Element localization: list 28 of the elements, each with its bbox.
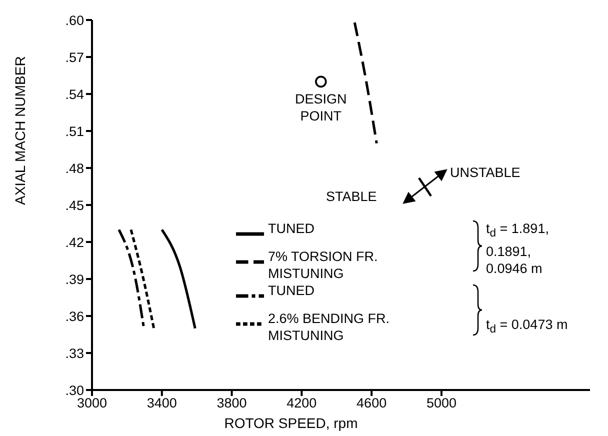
legend-label: 2.6% BENDING FR. MISTUNING [268, 310, 391, 344]
legend-label: TUNED [268, 220, 316, 237]
annotation: UNSTABLE [450, 164, 520, 181]
y-tick-label: .30 [65, 382, 84, 398]
x-tick-label: 4600 [356, 396, 387, 411]
y-tick-label: .54 [65, 86, 84, 102]
y-tick-label: .39 [65, 272, 84, 287]
annotation: STABLE [326, 188, 377, 205]
y-tick-label: .57 [65, 50, 84, 65]
y-axis-title: AXIAL MACH NUMBER [12, 56, 28, 205]
x-tick-label: 4200 [286, 396, 317, 411]
y-tick-label: .45 [65, 198, 84, 213]
y-tick-label: .60 [65, 12, 84, 28]
annotation: t$_{d}$ = 1.891, 0.1891, 0.0946 m [486, 220, 550, 277]
y-tick-label: .51 [65, 124, 84, 139]
x-tick-label: 3000 [76, 396, 108, 411]
y-tick-label: .36 [65, 308, 84, 324]
y-tick-label: .48 [65, 160, 84, 176]
legend-label: TUNED [268, 282, 316, 299]
y-tick-label: .33 [65, 346, 84, 361]
annotation: t$_{d}$ = 0.0473 m [486, 316, 569, 338]
x-tick-label: 3400 [146, 396, 177, 411]
y-tick-label: .42 [65, 234, 84, 250]
x-tick-label: 5000 [426, 396, 456, 411]
legend-label: 7% TORSION FR. MISTUNING [268, 248, 379, 282]
series-label: DESIGN POINT [295, 92, 347, 124]
x-axis-title: ROTOR SPEED, rpm [224, 415, 358, 431]
x-tick-label: 3800 [216, 396, 247, 411]
